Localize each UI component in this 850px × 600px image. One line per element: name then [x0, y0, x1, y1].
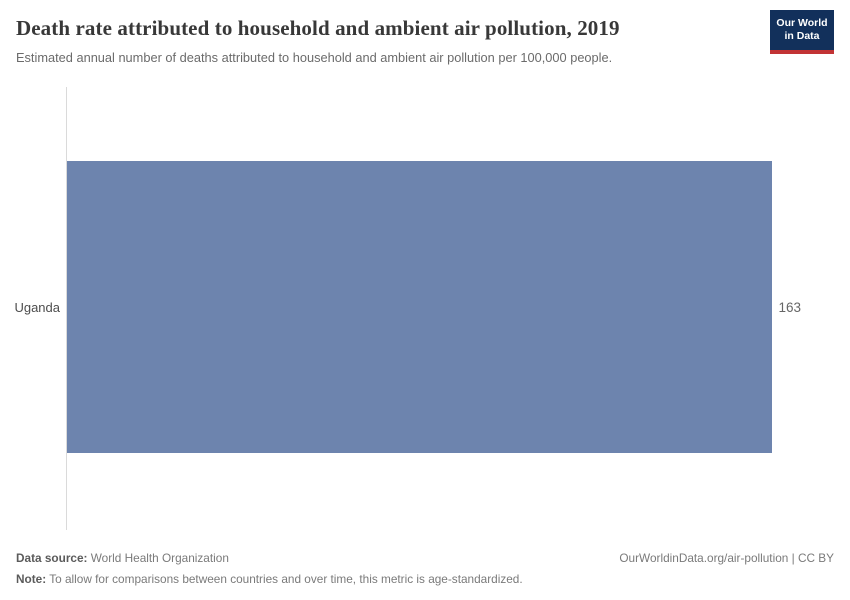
chart-title: Death rate attributed to household and a…	[16, 16, 620, 40]
note-label: Note:	[16, 572, 47, 586]
note-text: To allow for comparisons between countri…	[46, 572, 523, 586]
owid-logo[interactable]: Our World in Data	[770, 10, 834, 54]
owid-logo-line1: Our World	[776, 16, 828, 29]
attribution-link[interactable]: OurWorldinData.org/air-pollution | CC BY	[619, 551, 834, 565]
owid-logo-line2: in Data	[784, 30, 820, 42]
data-source-line: Data source: World Health Organization	[16, 551, 229, 565]
data-source-label: Data source:	[16, 551, 88, 565]
bar-uganda[interactable]	[67, 161, 773, 453]
entity-label-uganda: Uganda	[14, 300, 60, 315]
bar-value-label: 163	[778, 299, 801, 315]
note-line: Note: To allow for comparisons between c…	[16, 572, 523, 586]
chart-footer: Data source: World Health Organization O…	[16, 551, 834, 586]
chart-subtitle: Estimated annual number of deaths attrib…	[16, 50, 613, 65]
plot-area: 163	[66, 87, 801, 530]
bar-row: 163	[67, 161, 801, 453]
data-source-text: World Health Organization	[87, 551, 229, 565]
